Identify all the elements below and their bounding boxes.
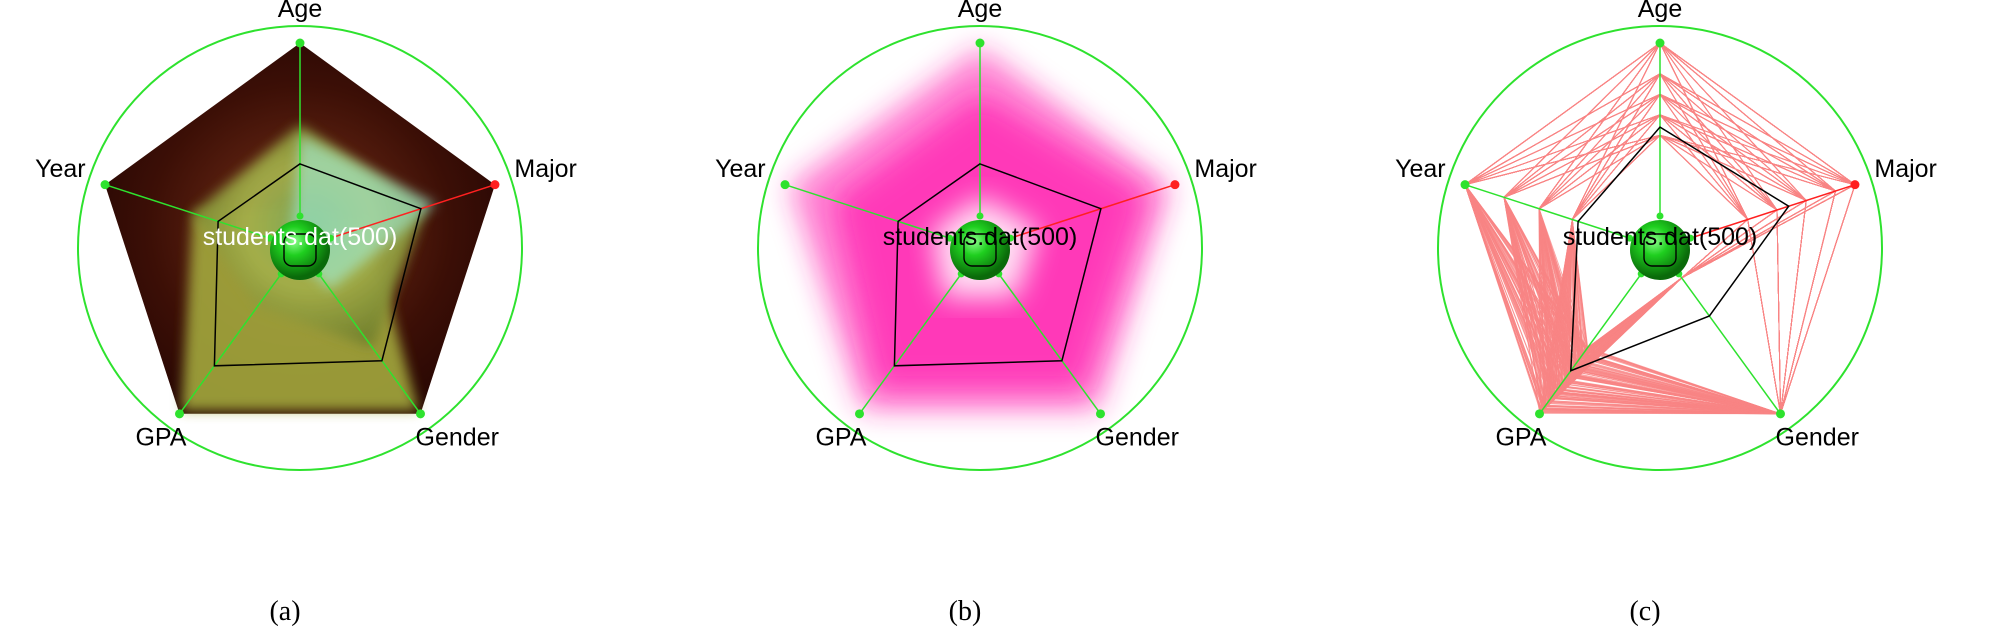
record-line (1571, 73, 1856, 364)
axis-line-year (104, 183, 270, 239)
record-line (1503, 134, 1837, 415)
axis-origin-handle[interactable] (1006, 234, 1014, 242)
record-line (1571, 72, 1749, 361)
center-hub[interactable] (1630, 220, 1690, 280)
axis-line-gpa (858, 273, 962, 415)
record-line (1538, 93, 1782, 415)
axis-label-age: Age (1638, 0, 1682, 23)
record-line (1503, 114, 1857, 376)
axis-label-year: Year (715, 155, 766, 183)
axis-origin-handle[interactable] (1626, 234, 1634, 242)
axis-line-year (784, 183, 950, 239)
axis-label-major: Major (1194, 155, 1257, 183)
axis-label-gender: Gender (1776, 424, 1859, 452)
axis-handle-age[interactable] (1655, 38, 1665, 48)
record-line (1464, 93, 1857, 356)
axis-handle-gender[interactable] (1095, 409, 1105, 419)
record-line (1571, 73, 1778, 365)
axis-label-age: Age (278, 0, 322, 23)
axis-label-year: Year (35, 155, 86, 183)
outer-circle-b (757, 25, 1203, 471)
dataset-label: students.dat(500) (1563, 223, 1758, 251)
axis-handle-year[interactable] (780, 180, 790, 190)
record-line (1464, 42, 1778, 412)
axis-line-major (330, 183, 496, 239)
record-line (1538, 42, 1856, 354)
axis-label-gender: Gender (416, 424, 499, 452)
axis-line-gpa (178, 273, 282, 415)
record-line (1571, 42, 1778, 357)
axis-label-year: Year (1395, 155, 1446, 183)
axis-handle-gender[interactable] (1775, 409, 1785, 419)
panel-caption-c: (c) (1629, 596, 1660, 627)
hub-frame-icon (283, 233, 317, 267)
record-lines-c (1464, 41, 1857, 415)
radar-panel-c: Age Major Gender GPA Year students.dat(500) (c… (1395, 0, 1937, 627)
record-line (1561, 42, 1837, 384)
mean-profile-b (893, 163, 1102, 367)
record-line (1503, 42, 1856, 415)
record-line (1564, 93, 1837, 415)
hub-frame-icon (963, 233, 997, 267)
outer-circle-c (1437, 25, 1883, 471)
mean-profile-c (1569, 126, 1790, 372)
axis-handle-year[interactable] (1460, 180, 1470, 190)
axis-origin-handle[interactable] (296, 212, 304, 220)
axis-origin-handle[interactable] (976, 212, 984, 220)
record-line (1568, 41, 1749, 375)
axis-line-year (1464, 183, 1630, 239)
axis-line-gpa (1538, 273, 1642, 415)
panel-caption-a: (a) (269, 596, 300, 627)
dataset-label: students.dat(500) (203, 223, 398, 251)
record-line (1538, 42, 1856, 386)
axis-handle-age[interactable] (975, 38, 985, 48)
axis-origin-handle[interactable] (946, 234, 954, 242)
axis-line-major (1010, 183, 1176, 239)
axis-handle-gpa[interactable] (855, 409, 865, 419)
axis-label-age: Age (958, 0, 1002, 23)
axis-label-gender: Gender (1096, 424, 1179, 452)
record-line (1538, 42, 1807, 415)
center-hub[interactable] (950, 220, 1010, 280)
center-hub[interactable] (270, 220, 330, 280)
dataset-label: students.dat(500) (883, 223, 1078, 251)
axis-line-gender (1678, 273, 1782, 415)
radar-panel-b: Age Major Gender GPA Year students.dat(500) (b… (715, 0, 1257, 627)
axis-label-gpa: GPA (815, 424, 866, 452)
hub-frame-icon (1643, 233, 1677, 267)
record-line (1571, 73, 1856, 361)
axis-origin-handle[interactable] (266, 234, 274, 242)
axis-line-gender (998, 273, 1102, 415)
axis-line-gender (318, 273, 422, 415)
outer-circle-a (77, 25, 523, 471)
axis-handle-major[interactable] (490, 180, 500, 190)
axis-label-major: Major (514, 155, 577, 183)
axis-handle-age[interactable] (295, 38, 305, 48)
axis-handle-major[interactable] (1850, 180, 1860, 190)
axis-line-major (1690, 183, 1856, 239)
axis-label-gpa: GPA (1495, 424, 1546, 452)
axis-label-gpa: GPA (135, 424, 186, 452)
axis-handle-gpa[interactable] (175, 409, 185, 419)
axis-origin-handle[interactable] (326, 234, 334, 242)
record-line (1571, 114, 1781, 415)
axis-handle-year[interactable] (100, 180, 110, 190)
axis-handle-gpa[interactable] (1535, 409, 1545, 419)
record-line (1464, 134, 1808, 349)
mean-profile-a (213, 163, 422, 367)
axis-origin-handle[interactable] (1656, 212, 1664, 220)
axis-handle-gender[interactable] (415, 409, 425, 419)
axis-handle-major[interactable] (1170, 180, 1180, 190)
axis-label-major: Major (1874, 155, 1937, 183)
axis-origin-handle[interactable] (1686, 234, 1694, 242)
record-line (1538, 114, 1782, 415)
panel-caption-b: (b) (949, 596, 982, 627)
radar-panel-a: Age Major Gender GPA Year students.dat(500) (a… (35, 0, 577, 627)
